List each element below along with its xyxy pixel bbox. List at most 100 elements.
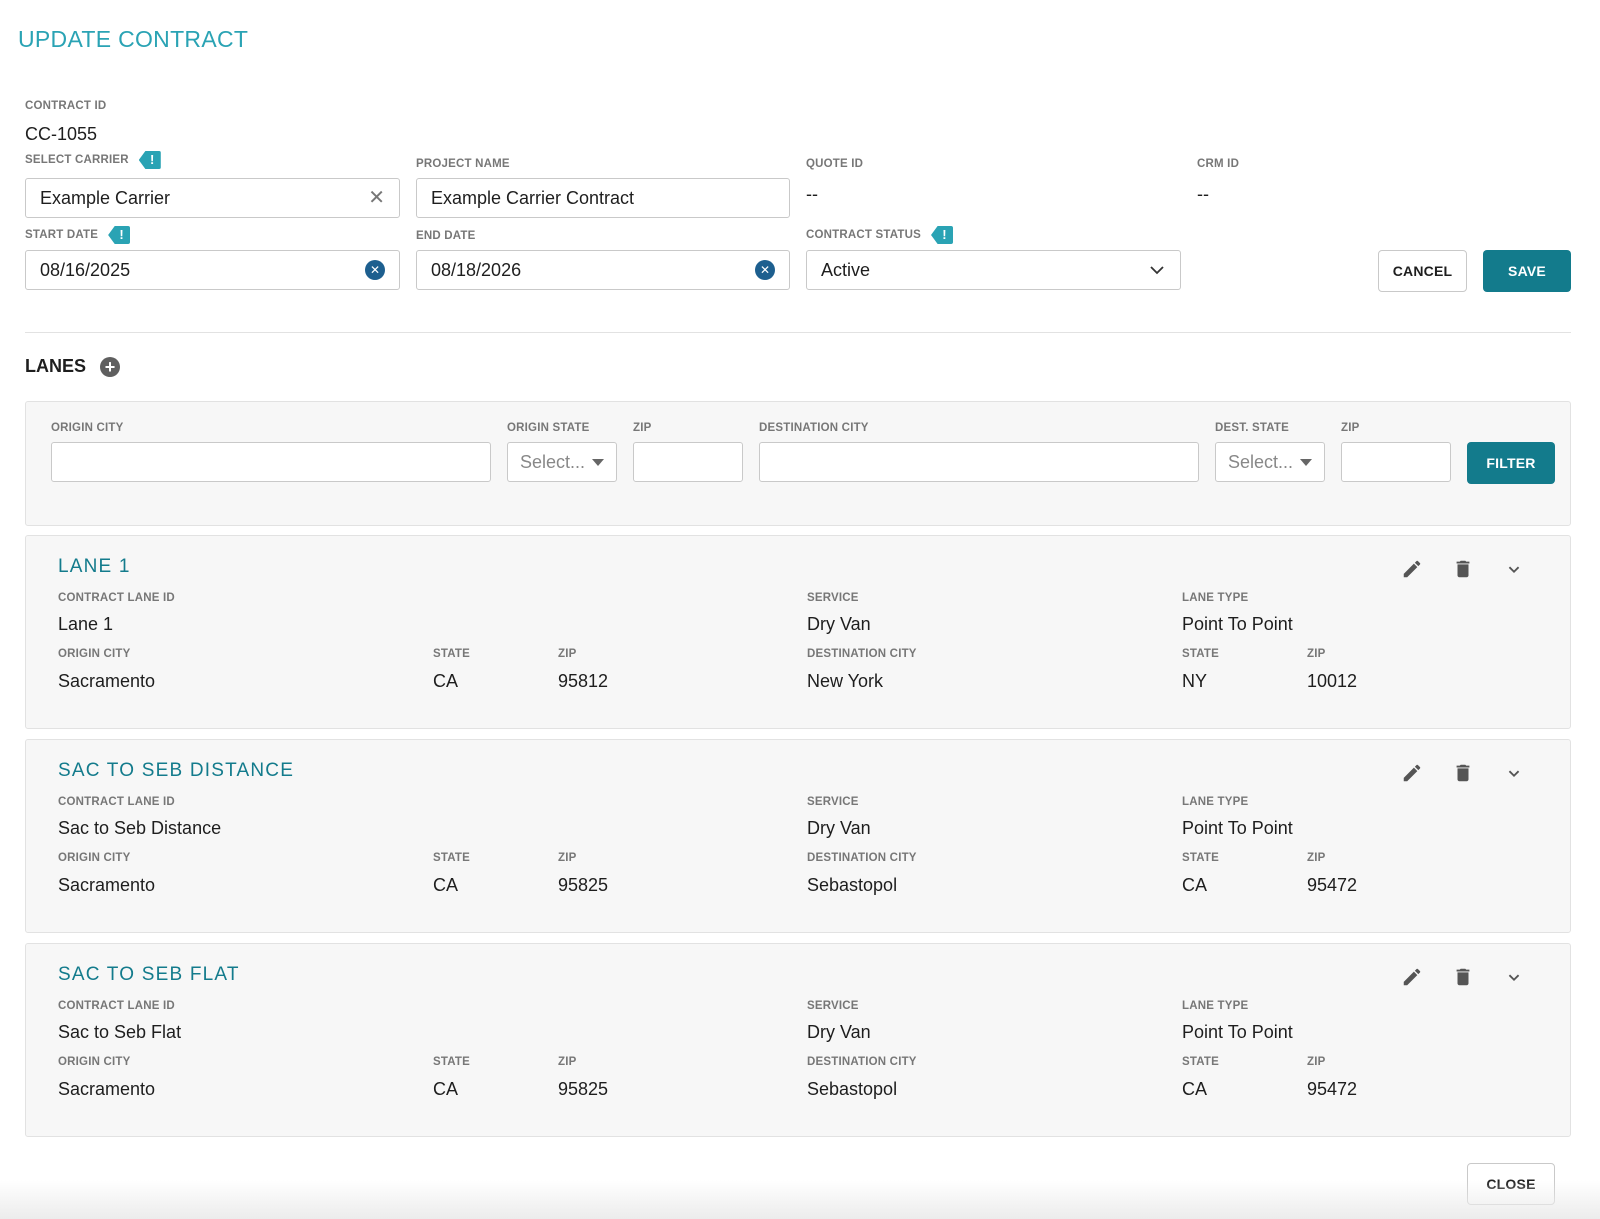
lane-type-label: LANE TYPE <box>1182 592 1249 604</box>
contract-lane-id-label: CONTRACT LANE ID <box>58 796 175 808</box>
dest-state-label: STATE <box>1182 1056 1219 1068</box>
dest-state-value: CA <box>1182 1079 1208 1099</box>
dest-zip-label: ZIP <box>1307 1056 1326 1068</box>
quote-id-label: QUOTE ID <box>806 158 864 170</box>
contract-status-select[interactable]: Active <box>806 250 1181 290</box>
filter-origin-zip-input[interactable] <box>633 442 743 482</box>
filter-dest-state-label: DEST. STATE <box>1215 422 1289 434</box>
caret-down-icon <box>592 458 604 466</box>
lane-type-value: Point To Point <box>1182 1022 1293 1042</box>
filter-origin-state-select[interactable]: Select... <box>507 442 617 482</box>
dest-state-label: STATE <box>1182 648 1219 660</box>
filter-origin-city-label: ORIGIN CITY <box>51 422 124 434</box>
project-name-value: Example Carrier Contract <box>431 187 635 208</box>
lane-type-value: Point To Point <box>1182 614 1293 634</box>
chevron-down-icon[interactable] <box>1503 762 1525 784</box>
destination-city-value: Sebastopol <box>807 875 898 895</box>
origin-zip-label: ZIP <box>558 852 577 864</box>
clear-circle-icon[interactable]: ✕ <box>365 260 385 280</box>
dest-state-placeholder: Select... <box>1228 451 1294 472</box>
dest-zip-value: 10012 <box>1307 671 1358 691</box>
contract-id-value: CC-1055 <box>25 124 98 144</box>
origin-city-label: ORIGIN CITY <box>58 852 131 864</box>
contract-lane-id-label: CONTRACT LANE ID <box>58 592 175 604</box>
dest-zip-label: ZIP <box>1307 648 1326 660</box>
service-value: Dry Van <box>807 1022 871 1042</box>
pencil-icon[interactable] <box>1401 558 1423 580</box>
warning-tag-icon: ! <box>108 226 131 244</box>
filter-origin-state-label: ORIGIN STATE <box>507 422 590 434</box>
warning-tag-icon: ! <box>931 226 954 244</box>
lane-title: LANE 1 <box>58 556 131 577</box>
origin-city-value: Sacramento <box>58 671 156 691</box>
project-name-input[interactable]: Example Carrier Contract <box>416 178 790 218</box>
lane-type-value: Point To Point <box>1182 818 1293 838</box>
origin-city-label: ORIGIN CITY <box>58 648 131 660</box>
end-date-input[interactable]: 08/18/2026 ✕ <box>416 250 790 290</box>
bottom-fade <box>0 1180 1600 1219</box>
lane-type-label: LANE TYPE <box>1182 1000 1249 1012</box>
service-value: Dry Van <box>807 614 871 634</box>
origin-zip-label: ZIP <box>558 1056 577 1068</box>
filter-dest-state-select[interactable]: Select... <box>1215 442 1325 482</box>
destination-city-value: Sebastopol <box>807 1079 898 1099</box>
start-date-label: START DATE ! <box>25 226 131 244</box>
close-icon[interactable]: ✕ <box>368 187 385 209</box>
start-date-value: 08/16/2025 <box>40 259 131 280</box>
chevron-down-icon <box>1150 266 1164 275</box>
destination-city-label: DESTINATION CITY <box>807 1056 917 1068</box>
origin-city-value: Sacramento <box>58 1079 156 1099</box>
quote-id-value: -- <box>806 184 818 204</box>
warning-tag-icon: ! <box>138 151 161 169</box>
carrier-select[interactable]: Example Carrier ✕ <box>25 178 400 218</box>
lanes-header: LANES + <box>25 356 121 377</box>
filter-dest-city-label: DESTINATION CITY <box>759 422 869 434</box>
select-carrier-label: SELECT CARRIER ! <box>25 151 161 169</box>
page-title: UPDATE CONTRACT <box>18 26 249 52</box>
origin-zip-value: 95825 <box>558 875 609 895</box>
service-label: SERVICE <box>807 592 859 604</box>
dest-state-label: STATE <box>1182 852 1219 864</box>
lane-card: SAC TO SEB FLAT CONTRACT LANE ID Sac to … <box>25 943 1571 1137</box>
filter-origin-city-input[interactable] <box>51 442 491 482</box>
filter-dest-zip-input[interactable] <box>1341 442 1451 482</box>
project-name-label: PROJECT NAME <box>416 158 510 170</box>
origin-zip-value: 95825 <box>558 1079 609 1099</box>
end-date-label: END DATE <box>416 230 476 242</box>
cancel-button[interactable]: CANCEL <box>1378 250 1467 292</box>
service-label: SERVICE <box>807 1000 859 1012</box>
dest-zip-label: ZIP <box>1307 852 1326 864</box>
save-button[interactable]: SAVE <box>1483 250 1571 292</box>
pencil-icon[interactable] <box>1401 966 1423 988</box>
contract-lane-id-value: Sac to Seb Distance <box>58 818 222 838</box>
caret-down-icon <box>1300 458 1312 466</box>
close-button[interactable]: CLOSE <box>1467 1163 1555 1205</box>
pencil-icon[interactable] <box>1401 762 1423 784</box>
destination-city-label: DESTINATION CITY <box>807 648 917 660</box>
contract-id-label: CONTRACT ID <box>25 100 107 112</box>
plus-circle-icon[interactable]: + <box>100 356 121 377</box>
origin-state-label: STATE <box>433 648 470 660</box>
chevron-down-icon[interactable] <box>1503 966 1525 988</box>
origin-city-value: Sacramento <box>58 875 156 895</box>
lane-type-label: LANE TYPE <box>1182 796 1249 808</box>
chevron-down-icon[interactable] <box>1503 558 1525 580</box>
trash-icon[interactable] <box>1452 966 1474 988</box>
lane-card: LANE 1 CONTRACT LANE ID Lane 1 SERVICE D… <box>25 535 1571 729</box>
start-date-input[interactable]: 08/16/2025 ✕ <box>25 250 400 290</box>
lane-title: SAC TO SEB FLAT <box>58 964 240 985</box>
origin-zip-label: ZIP <box>558 648 577 660</box>
trash-icon[interactable] <box>1452 558 1474 580</box>
dest-state-value: NY <box>1182 671 1208 691</box>
end-date-value: 08/18/2026 <box>431 259 522 280</box>
filter-dest-city-input[interactable] <box>759 442 1199 482</box>
filter-button[interactable]: FILTER <box>1467 442 1555 484</box>
contract-status-label: CONTRACT STATUS ! <box>806 226 954 244</box>
trash-icon[interactable] <box>1452 762 1474 784</box>
lane-filter-panel: ORIGIN CITY ORIGIN STATE ZIP DESTINATION… <box>25 401 1571 526</box>
destination-city-value: New York <box>807 671 884 691</box>
service-label: SERVICE <box>807 796 859 808</box>
origin-state-label: STATE <box>433 1056 470 1068</box>
destination-city-label: DESTINATION CITY <box>807 852 917 864</box>
clear-circle-icon[interactable]: ✕ <box>755 260 775 280</box>
